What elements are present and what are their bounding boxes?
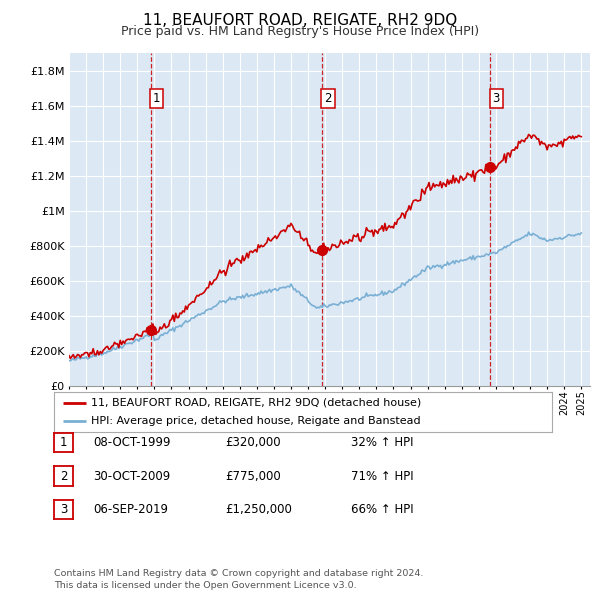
Text: £775,000: £775,000 [225, 470, 281, 483]
Text: 11, BEAUFORT ROAD, REIGATE, RH2 9DQ (detached house): 11, BEAUFORT ROAD, REIGATE, RH2 9DQ (det… [91, 398, 422, 408]
Text: £320,000: £320,000 [225, 436, 281, 449]
Text: 1: 1 [153, 91, 160, 104]
Text: 30-OCT-2009: 30-OCT-2009 [93, 470, 170, 483]
Text: 71% ↑ HPI: 71% ↑ HPI [351, 470, 413, 483]
Text: Contains HM Land Registry data © Crown copyright and database right 2024.
This d: Contains HM Land Registry data © Crown c… [54, 569, 424, 590]
Text: 2: 2 [324, 91, 332, 104]
Text: 2: 2 [60, 470, 67, 483]
Text: 32% ↑ HPI: 32% ↑ HPI [351, 436, 413, 449]
Text: HPI: Average price, detached house, Reigate and Banstead: HPI: Average price, detached house, Reig… [91, 416, 421, 426]
Text: 06-SEP-2019: 06-SEP-2019 [93, 503, 168, 516]
Text: 3: 3 [60, 503, 67, 516]
Text: 11, BEAUFORT ROAD, REIGATE, RH2 9DQ: 11, BEAUFORT ROAD, REIGATE, RH2 9DQ [143, 13, 457, 28]
Text: 66% ↑ HPI: 66% ↑ HPI [351, 503, 413, 516]
Text: 3: 3 [493, 91, 500, 104]
Text: Price paid vs. HM Land Registry's House Price Index (HPI): Price paid vs. HM Land Registry's House … [121, 25, 479, 38]
Text: 1: 1 [60, 436, 67, 449]
Text: 08-OCT-1999: 08-OCT-1999 [93, 436, 170, 449]
Text: £1,250,000: £1,250,000 [225, 503, 292, 516]
